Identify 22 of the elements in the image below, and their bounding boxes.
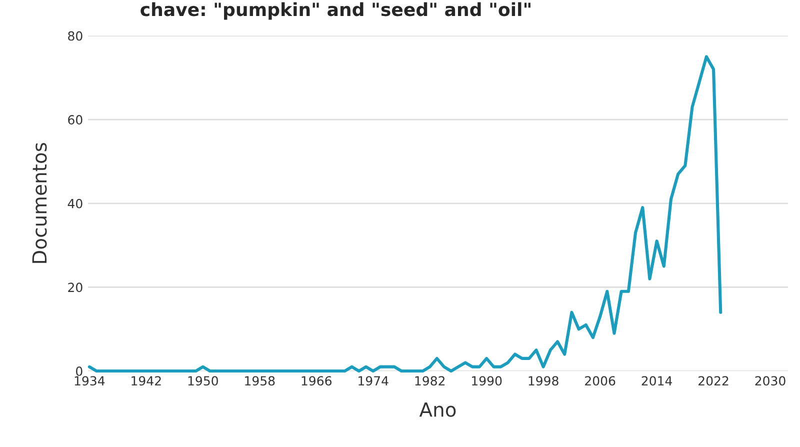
x-tick-label: 1950 [188, 376, 218, 386]
x-tick-label: 2022 [698, 376, 728, 386]
x-tick-label: 2014 [642, 376, 672, 386]
y-tick-label: 60 [68, 115, 82, 124]
x-tick-label: 2006 [585, 376, 616, 386]
x-axis-title: Ano [419, 402, 456, 417]
y-tick-label: 40 [68, 198, 82, 208]
x-tick-label: 1958 [245, 376, 275, 386]
x-tick-label: 1982 [415, 376, 444, 386]
x-tick-label: 1990 [472, 376, 502, 386]
y-axis-title: Documentos [32, 142, 47, 263]
chart-title: chave: "pumpkin" and "seed" and "oil" [140, 2, 530, 20]
x-tick-label: 1942 [132, 376, 161, 386]
x-tick-label: 1934 [74, 376, 105, 386]
line-series [88, 55, 722, 373]
y-tick-label: 80 [68, 31, 82, 41]
x-tick-label: 1998 [528, 376, 558, 386]
x-tick-label: 2030 [755, 376, 786, 386]
y-tick-label: 0 [76, 366, 82, 376]
x-tick-label: 1966 [302, 376, 332, 386]
y-tick-label: 20 [68, 282, 82, 292]
x-tick-label: 1974 [358, 376, 388, 386]
